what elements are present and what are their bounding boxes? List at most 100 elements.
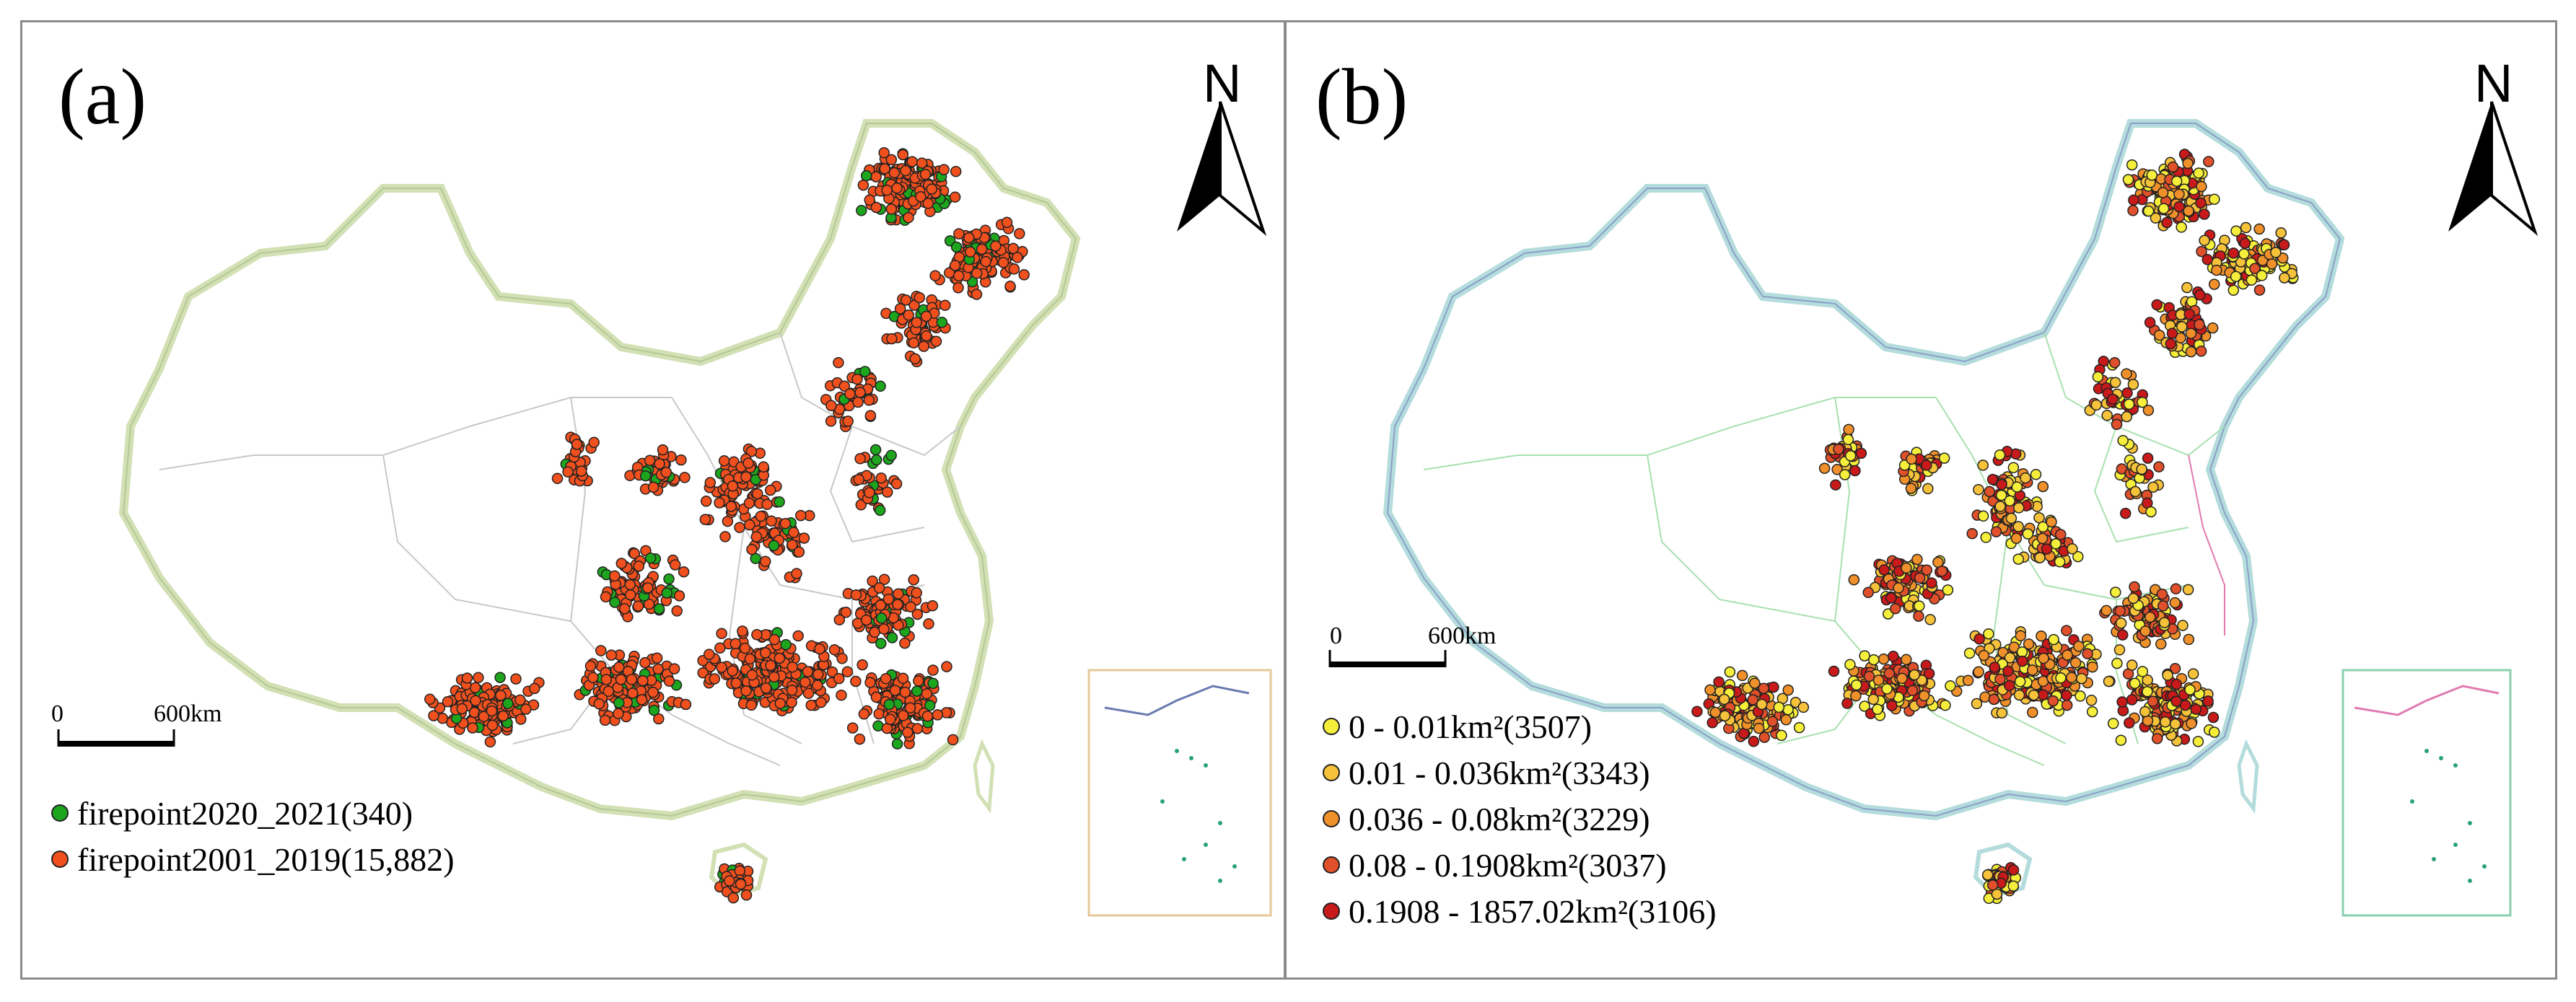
fire-point [673, 590, 685, 602]
inset-islands-a [1160, 749, 1237, 883]
fire-point [2187, 668, 2199, 680]
fire-point [761, 498, 773, 510]
fire-point [836, 653, 848, 664]
fire-point [584, 660, 597, 672]
fire-point [2055, 529, 2067, 540]
fire-point [2157, 600, 2169, 612]
fire-point [486, 719, 499, 731]
map-a-canvas [57, 101, 1272, 917]
fire-point [2195, 346, 2207, 357]
fire-point [857, 659, 868, 671]
fire-point [2142, 452, 2154, 464]
fire-point [952, 270, 965, 282]
fire-point [873, 708, 885, 720]
fire-point [1768, 681, 1779, 693]
fire-point [730, 638, 742, 649]
fire-point [2119, 507, 2132, 519]
legend-dot-class-3 [1323, 810, 1340, 827]
legend-label-class-5: 0.1908 - 1857.02km²(3106) [1349, 892, 1717, 930]
fire-point [976, 243, 988, 255]
fire-point [660, 466, 673, 478]
fire-point [615, 674, 627, 685]
fire-point [833, 356, 844, 369]
fire-point [1789, 696, 1802, 708]
fire-point [2016, 646, 2028, 658]
fire-point [2142, 685, 2153, 698]
fire-point [921, 330, 932, 342]
fire-point [909, 353, 921, 365]
fire-point [2004, 680, 2015, 692]
fire-point [815, 696, 827, 708]
fire-point [2151, 733, 2163, 744]
fire-point [595, 645, 607, 656]
fire-point [1004, 281, 1016, 292]
fire-point [1851, 679, 1862, 691]
fire-point [1973, 633, 1985, 645]
fire-point [921, 711, 934, 722]
fire-point [1014, 228, 1025, 239]
fire-point [1842, 434, 1854, 446]
fire-point [700, 496, 712, 507]
fire-point [2004, 495, 2015, 507]
fire-point [730, 677, 742, 689]
fire-point [889, 685, 901, 696]
fire-point [734, 865, 746, 876]
fire-point [885, 203, 898, 215]
fire-point [927, 664, 939, 676]
fire-point [1844, 450, 1857, 462]
fire-point [603, 685, 615, 697]
fire-point [774, 698, 787, 709]
fire-point [888, 167, 901, 179]
fire-point [875, 612, 888, 624]
fire-point [1753, 722, 1765, 734]
fire-point [768, 540, 780, 552]
legend-label-class-1: 0 - 0.01km²(3507) [1349, 708, 1593, 745]
fire-point [2116, 696, 2128, 708]
fire-point [913, 675, 924, 687]
fire-point [788, 527, 799, 538]
fire-point [745, 446, 758, 457]
fire-point [467, 722, 478, 734]
fire-point [514, 694, 526, 706]
fire-point [949, 191, 961, 203]
fire-point [864, 677, 876, 688]
fire-point [709, 673, 721, 685]
fire-point [704, 477, 717, 488]
fire-point [663, 675, 675, 687]
fire-point [613, 697, 625, 709]
fire-point [2047, 695, 2059, 707]
fire-point [870, 171, 882, 183]
fire-point [575, 465, 587, 477]
scale-zero-b: 0 [1330, 623, 1342, 649]
fire-point [787, 661, 798, 673]
fire-point [2239, 237, 2251, 250]
fire-point [2246, 274, 2258, 286]
fire-point [2008, 641, 2020, 653]
fire-point [494, 672, 506, 683]
fire-point [964, 246, 976, 258]
fire-point [679, 472, 691, 483]
fire-point [908, 299, 920, 311]
fire-point [562, 466, 574, 478]
fire-point [863, 395, 875, 406]
fire-point [727, 892, 740, 904]
fire-point [1008, 263, 1020, 275]
fire-point [613, 662, 625, 673]
fire-point [921, 687, 933, 700]
fire-point [680, 698, 692, 711]
fire-point [902, 726, 914, 738]
fire-point [2129, 485, 2142, 498]
fire-point [875, 638, 887, 649]
fire-point [1905, 483, 1917, 494]
fire-point [891, 738, 903, 750]
fire-point [2190, 703, 2202, 715]
fire-point [2022, 528, 2034, 540]
fire-point [600, 591, 612, 603]
fire-point [751, 488, 763, 500]
fire-point [1758, 731, 1771, 743]
fire-point [2115, 618, 2127, 629]
fire-point [906, 156, 918, 167]
fire-point [2087, 661, 2098, 673]
fire-point [2126, 659, 2138, 671]
fire-point [920, 310, 932, 322]
